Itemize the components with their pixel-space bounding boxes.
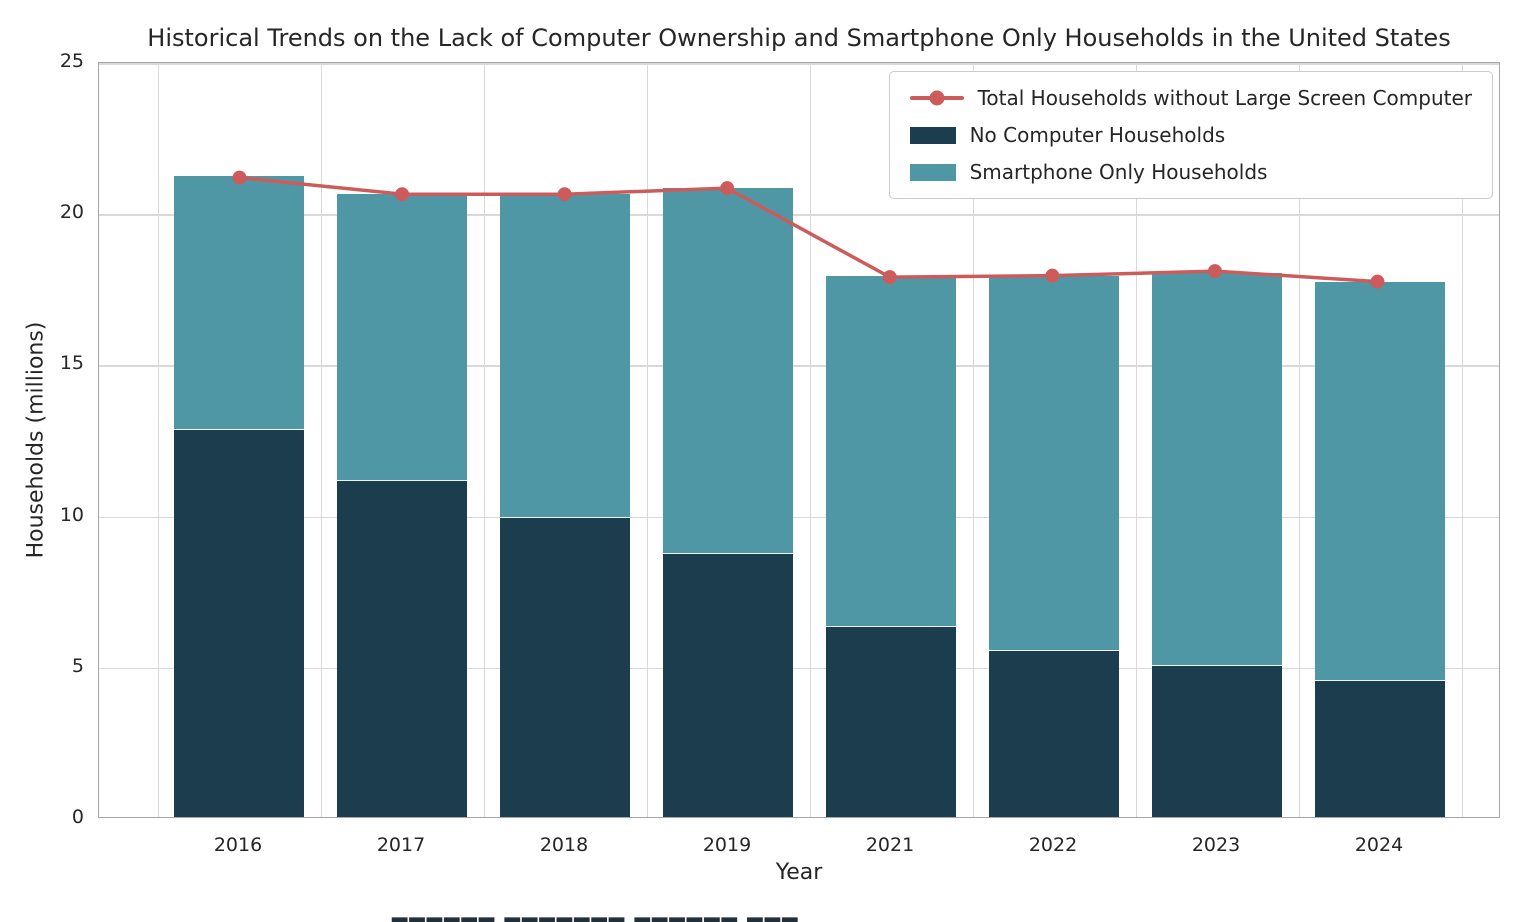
x-tick-2017: 2017 bbox=[376, 834, 426, 856]
bar-smartphone-only-2022 bbox=[989, 275, 1119, 651]
gridline-x-7 bbox=[1298, 63, 1300, 817]
gridline-y-15 bbox=[99, 365, 1499, 367]
bar-smartphone-only-2021 bbox=[826, 275, 956, 627]
total-line-marker-2023 bbox=[1207, 264, 1222, 279]
gridline-x-0 bbox=[157, 63, 159, 817]
y-tick-0: 0 bbox=[71, 806, 84, 828]
bar-no-computer-2021 bbox=[826, 626, 956, 817]
line-layer bbox=[232, 170, 1385, 289]
total-line-marker-2017 bbox=[395, 187, 410, 202]
y-tick-20: 20 bbox=[59, 201, 84, 224]
gridline-x-8 bbox=[1461, 63, 1463, 817]
gridline-x-3 bbox=[646, 63, 648, 817]
x-tick-2016: 2016 bbox=[213, 834, 263, 856]
x-axis-label: Year bbox=[775, 860, 823, 885]
clipped-caption: ▇▇▇▇▇▇ ▇▇▇▇▇▇▇ ▇▇▇▇▇▇ ▇▇▇ bbox=[392, 914, 799, 922]
bar-no-computer-2023 bbox=[1152, 665, 1282, 817]
dark-bar-swatch-icon bbox=[909, 126, 956, 144]
total-households-line bbox=[239, 175, 1378, 284]
bar-no-computer-2018 bbox=[500, 517, 630, 817]
bar-no-computer-2024 bbox=[1315, 680, 1445, 817]
line-swatch-icon bbox=[909, 90, 964, 106]
legend-label-smartphone-only: Smartphone Only Households bbox=[969, 160, 1268, 184]
gridline-x-2 bbox=[483, 63, 485, 817]
gridline-x-5 bbox=[972, 63, 974, 817]
legend: Total Households without Large Screen Co… bbox=[888, 71, 1493, 199]
y-tick-15: 15 bbox=[59, 352, 84, 375]
total-line-marker-2024 bbox=[1370, 274, 1385, 289]
x-tick-2018: 2018 bbox=[539, 834, 589, 856]
bar-smartphone-only-2018 bbox=[500, 194, 630, 518]
legend-label-total: Total Households without Large Screen Co… bbox=[977, 86, 1472, 110]
gridline-x-4 bbox=[809, 63, 811, 817]
gridline-y-25 bbox=[99, 63, 1499, 65]
plot-area: Total Households without Large Screen Co… bbox=[98, 62, 1500, 818]
total-line-marker-2021 bbox=[882, 270, 897, 285]
x-tick-2022: 2022 bbox=[1028, 834, 1078, 856]
x-tick-2024: 2024 bbox=[1354, 834, 1404, 856]
legend-item-no-computer: No Computer Households bbox=[909, 123, 1472, 147]
bar-smartphone-only-2024 bbox=[1315, 281, 1445, 681]
y-tick-10: 10 bbox=[59, 503, 84, 526]
gridline-x-6 bbox=[1135, 63, 1137, 817]
bar-smartphone-only-2017 bbox=[337, 194, 467, 482]
bar-smartphone-only-2016 bbox=[174, 175, 304, 430]
y-tick-5: 5 bbox=[71, 654, 84, 677]
total-line-marker-2022 bbox=[1045, 268, 1060, 283]
bar-no-computer-2016 bbox=[174, 429, 304, 817]
x-tick-2019: 2019 bbox=[702, 834, 752, 856]
legend-item-total-line: Total Households without Large Screen Co… bbox=[909, 86, 1472, 110]
bar-smartphone-only-2023 bbox=[1152, 272, 1282, 666]
x-tick-2023: 2023 bbox=[1191, 834, 1241, 856]
gridline-y-10 bbox=[99, 516, 1499, 519]
total-line-marker-2016 bbox=[232, 170, 247, 185]
x-tick-2021: 2021 bbox=[865, 834, 915, 856]
bar-no-computer-2019 bbox=[663, 553, 793, 817]
bar-no-computer-2017 bbox=[337, 481, 467, 817]
line-marker-icon bbox=[929, 90, 945, 106]
y-tick-25: 25 bbox=[59, 50, 84, 72]
bar-no-computer-2022 bbox=[989, 650, 1119, 817]
gridline-y-20 bbox=[99, 214, 1499, 216]
total-line-marker-2018 bbox=[557, 187, 572, 202]
legend-label-no-computer: No Computer Households bbox=[969, 123, 1226, 147]
gridline-y-5 bbox=[99, 667, 1499, 670]
teal-bar-swatch-icon bbox=[909, 163, 956, 181]
total-line-marker-2019 bbox=[720, 181, 735, 196]
chart-title: Historical Trends on the Lack of Compute… bbox=[147, 24, 1451, 52]
legend-item-smartphone-only: Smartphone Only Households bbox=[909, 160, 1472, 184]
gridline-x-1 bbox=[320, 63, 322, 817]
bar-smartphone-only-2019 bbox=[663, 188, 793, 554]
